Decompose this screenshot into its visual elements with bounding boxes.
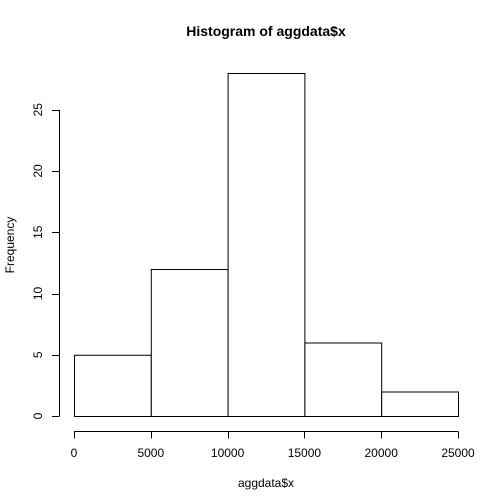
y-tick-label-2: 10 — [31, 287, 45, 301]
histogram-bar-4 — [381, 391, 460, 417]
x-axis-label: aggdata$x — [238, 476, 294, 490]
y-tick-label-1: 5 — [31, 351, 45, 358]
x-tick-label-5: 25000 — [441, 446, 475, 460]
chart-title: Histogram of aggdata$x — [186, 23, 346, 39]
bars-group — [74, 73, 460, 417]
x-tick-label-1: 5000 — [137, 446, 164, 460]
x-axis: 0 5000 10000 15000 20000 25000 — [71, 431, 475, 460]
y-axis: 0 5 10 15 20 25 — [31, 103, 60, 419]
y-tick-label-0: 0 — [31, 412, 45, 419]
x-tick-label-2: 10000 — [211, 446, 245, 460]
x-tick-label-0: 0 — [71, 446, 78, 460]
y-axis-label: Frequency — [3, 217, 17, 274]
histogram-bar-0 — [74, 354, 152, 417]
x-tick-label-4: 20000 — [365, 446, 399, 460]
y-tick-label-5: 25 — [31, 103, 45, 117]
histogram-bar-2 — [227, 73, 306, 417]
y-tick-label-4: 20 — [31, 164, 45, 178]
x-tick-label-3: 15000 — [288, 446, 322, 460]
histogram-bar-3 — [304, 342, 383, 417]
histogram-bar-1 — [150, 269, 229, 417]
y-tick-label-3: 15 — [31, 225, 45, 239]
